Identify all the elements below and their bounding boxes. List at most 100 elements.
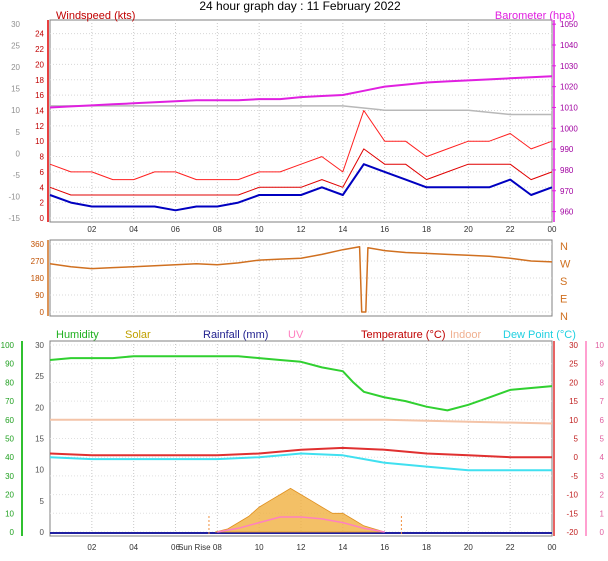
temp-tick-label: -10 [566,491,578,500]
wind-tick-label: 16 [35,91,44,100]
series-wind-direction [49,246,553,313]
solar-tick-label: 10 [35,466,44,475]
x-tick-label: 14 [338,225,347,234]
x-tick-label: 00 [548,225,557,234]
humidity-tick-label: 80 [5,378,14,387]
temp-tick-label: 15 [569,397,578,406]
baro-tick-label: 980 [560,166,574,175]
wind-tick-label: 20 [35,60,44,69]
x-tick-label: 10 [255,543,264,552]
temp-tick-label: -5 [571,472,579,481]
x-tick-label: 02 [87,543,96,552]
temp-tick-label: 20 [569,378,578,387]
humidity-tick-label: 100 [1,341,15,350]
legend-5: Indoor [450,329,482,341]
outer-tick-label: 5 [16,128,21,137]
chart-title: 24 hour graph day : 11 February 2022 [199,0,401,13]
compass-label: E [560,294,567,306]
series-humidity [49,355,553,412]
direction-tick-label: 270 [31,257,45,266]
solar-tick-label: 0 [40,528,45,537]
solar-tick-label: 5 [40,497,45,506]
x-tick-label: 00 [548,543,557,552]
x-tick-label: 20 [464,543,473,552]
outer-tick-label: -10 [8,192,20,201]
humidity-tick-label: 30 [5,472,14,481]
uv-tick-label: 1 [600,509,605,518]
direction-tick-label: 180 [31,274,45,283]
temp-tick-label: -20 [566,528,578,537]
uv-tick-label: 0 [600,528,605,537]
solar-tick-label: 15 [35,435,44,444]
humidity-tick-label: 40 [5,453,14,462]
wind-tick-label: 22 [35,45,44,54]
direction-tick-label: 90 [35,291,44,300]
series-grey [50,105,552,116]
humidity-tick-label: 20 [5,491,14,500]
outer-tick-label: 10 [11,106,20,115]
direction-tick-label: 0 [40,308,45,317]
series-wind [49,148,553,196]
humidity-tick-label: 90 [5,360,14,369]
solar-tick-label: 25 [35,372,44,381]
series-uv [217,516,385,533]
x-tick-label: 16 [380,543,389,552]
x-tick-label: 22 [506,225,515,234]
humidity-tick-label: 70 [5,397,14,406]
wind-tick-label: 24 [35,30,44,39]
humidity-tick-label: 0 [10,528,15,537]
legend-1: Solar [125,329,151,341]
uv-tick-label: 7 [600,397,605,406]
x-tick-label: 04 [129,543,138,552]
legend-0: Humidity [56,329,99,341]
outer-tick-label: -5 [13,171,21,180]
x-tick-label: 02 [87,225,96,234]
outer-tick-label: 15 [11,85,20,94]
outer-tick-label: -15 [8,214,20,223]
compass-label: N [560,241,568,253]
legend-4: Temperature (°C) [361,329,445,341]
wind-axis-title: Windspeed (kts) [56,10,135,22]
baro-tick-label: 1050 [560,20,578,29]
series-barometer [49,75,553,109]
x-tick-label: 22 [506,543,515,552]
series-indoor [50,418,553,425]
baro-tick-label: 960 [560,208,574,217]
direction-tick-label: 360 [31,240,45,249]
compass-label: S [560,276,567,288]
uv-tick-label: 5 [600,435,605,444]
uv-tick-label: 9 [600,360,605,369]
baro-tick-label: 1010 [560,103,578,112]
temp-tick-label: 30 [569,341,578,350]
uv-tick-label: 2 [600,491,605,500]
x-tick-label: 18 [422,543,431,552]
uv-tick-label: 3 [600,472,605,481]
humidity-tick-label: 10 [5,509,14,518]
baro-tick-label: 1030 [560,62,578,71]
outer-tick-label: 30 [11,20,20,29]
x-tick-label: 16 [380,225,389,234]
legend-3: UV [288,329,304,341]
uv-tick-label: 4 [600,453,605,462]
x-tick-label: 08 [213,225,222,234]
x-tick-label: 06 [171,225,180,234]
wind-tick-label: 18 [35,76,44,85]
legend-2: Rainfall (mm) [203,329,268,341]
wind-tick-label: 14 [35,106,44,115]
x-tick-label: Sun Rise [178,543,211,552]
baro-axis-title: Barometer (hpa) [495,10,575,22]
temp-tick-label: 0 [574,453,579,462]
wind-tick-label: 4 [40,183,45,192]
wind-tick-label: 2 [40,199,45,208]
x-tick-label: 10 [255,225,264,234]
series-wind-average [49,163,553,212]
temp-tick-label: -15 [566,509,578,518]
uv-tick-label: 8 [600,378,605,387]
wind-tick-label: 6 [40,168,45,177]
x-tick-label: 18 [422,225,431,234]
temp-tick-label: 25 [569,360,578,369]
x-tick-label: 06 [171,543,180,552]
uv-tick-label: 6 [600,416,605,425]
series-temperature [49,446,552,459]
baro-tick-label: 970 [560,187,574,196]
